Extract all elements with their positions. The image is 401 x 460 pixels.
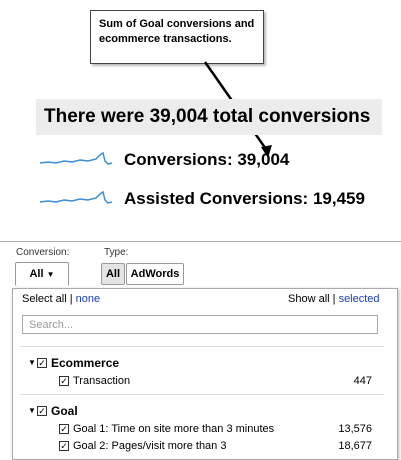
item-label: Transaction (73, 375, 131, 387)
conversion-dropdown-button[interactable]: All ▼ (15, 262, 69, 286)
annotation-callout: Sum of Goal conversions and ecommerce tr… (90, 10, 264, 64)
item-label: Goal 2: Pages/visit more than 3 (73, 440, 227, 452)
link-separator: | (69, 293, 73, 305)
group-label-ecommerce: Ecommerce (51, 356, 120, 370)
search-input[interactable]: Search... (22, 315, 378, 334)
link-separator: | (332, 293, 336, 305)
metric-conversions: Conversions: 39,004 (40, 149, 340, 171)
section-divider (0, 241, 401, 242)
divider (20, 394, 384, 395)
collapse-arrow-icon[interactable]: ▼ (28, 358, 36, 367)
metric-label: Assisted Conversions: 19,459 (124, 189, 365, 208)
goal-checkbox[interactable]: ✓ (37, 406, 47, 416)
item-count: 18,677 (338, 440, 372, 452)
transaction-checkbox[interactable]: ✓ (59, 376, 69, 386)
ecommerce-checkbox[interactable]: ✓ (37, 358, 47, 368)
sparkline-icon (40, 151, 112, 165)
collapse-arrow-icon[interactable]: ▼ (28, 406, 36, 415)
metric-label: Conversions: 39,004 (124, 150, 290, 169)
conversion-filter-label: Conversion: (16, 247, 70, 258)
goal-1-checkbox[interactable]: ✓ (59, 424, 69, 434)
show-selected-link[interactable]: selected (338, 293, 380, 305)
chevron-down-icon: ▼ (46, 270, 55, 279)
item-count: 447 (353, 375, 372, 387)
select-none-link[interactable]: none (75, 293, 101, 305)
total-conversions-summary: There were 39,004 total conversions (36, 99, 382, 135)
select-all-link[interactable]: Select all (22, 293, 67, 305)
type-all-button[interactable]: All (101, 263, 125, 285)
goal-2-checkbox[interactable]: ✓ (59, 441, 69, 451)
show-all-link[interactable]: Show all (288, 293, 330, 305)
divider (20, 346, 384, 347)
metric-assisted-conversions: Assisted Conversions: 19,459 (40, 188, 380, 210)
item-label: Goal 1: Time on site more than 3 minutes (73, 423, 275, 435)
sparkline-icon (40, 190, 112, 204)
item-count: 13,576 (338, 423, 372, 435)
type-adwords-button[interactable]: AdWords (126, 263, 184, 285)
conversion-dropdown-value: All (29, 268, 44, 280)
group-label-goal: Goal (51, 404, 78, 418)
type-filter-label: Type: (104, 247, 129, 258)
